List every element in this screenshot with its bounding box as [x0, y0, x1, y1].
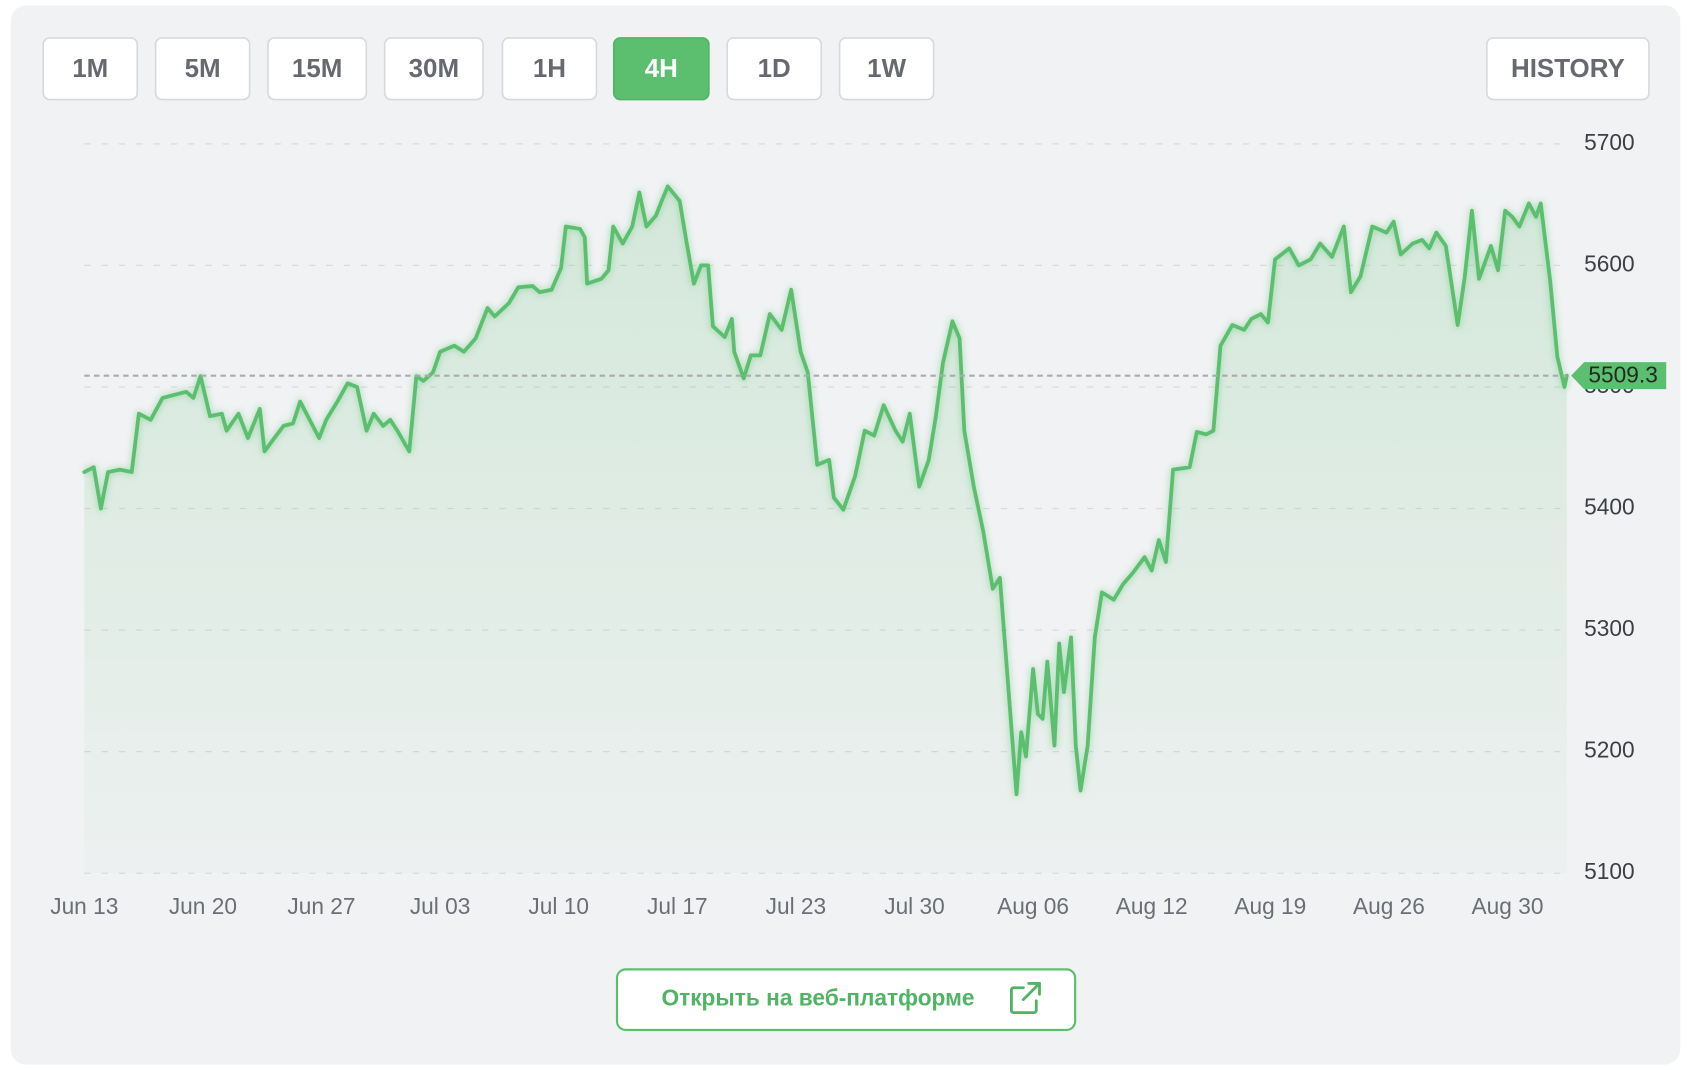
button-frame[interactable]	[154, 37, 251, 101]
x-tick-label: Jul 10	[528, 893, 589, 919]
button-label[interactable]: Открыть на веб-платформе	[661, 985, 974, 1011]
button-label[interactable]: 15M	[292, 55, 342, 83]
button-frame[interactable]	[42, 37, 139, 101]
price-line	[82, 184, 1569, 797]
button-frame[interactable]	[383, 37, 484, 101]
external-link-icon	[1010, 982, 1041, 1015]
timeframe-button[interactable]: 1W	[838, 37, 935, 101]
timeframe-button[interactable]: 4H	[612, 37, 710, 101]
y-tick-label: 5400	[1584, 494, 1634, 520]
button-label[interactable]: 1H	[533, 55, 566, 83]
x-tick-label: Jun 13	[50, 893, 118, 919]
x-tick-label: Aug 30	[1472, 893, 1544, 919]
timeframe-button[interactable]: 1H	[501, 37, 598, 101]
button-frame[interactable]	[267, 37, 368, 101]
x-tick-label: Aug 12	[1116, 893, 1188, 919]
history-button[interactable]: HISTORY	[1486, 37, 1650, 101]
button-frame[interactable]	[726, 37, 823, 101]
timeframe-button[interactable]: 30M	[383, 37, 484, 101]
y-tick-label: 5300	[1584, 615, 1634, 641]
timeframe-button[interactable]: 1M	[42, 37, 139, 101]
button-label[interactable]: HISTORY	[1511, 55, 1625, 83]
toolbar: 1M 5M 15M 30M 1H 4H 1D 1W HISTORY	[42, 37, 1650, 101]
area	[84, 186, 1567, 874]
x-tick-label: Aug 26	[1353, 893, 1425, 919]
button-label[interactable]: 4H	[645, 55, 678, 83]
timeframe-button[interactable]: 1D	[726, 37, 823, 101]
button-frame[interactable]	[612, 37, 710, 101]
x-tick-label: Aug 06	[997, 893, 1069, 919]
x-tick-label: Jun 20	[169, 893, 237, 919]
timeframe-button[interactable]: 15M	[267, 37, 368, 101]
open-platform-button[interactable]: Открыть на веб-платформе	[615, 968, 1077, 1031]
y-tick-label: 5600	[1584, 250, 1634, 276]
x-tick-label: Jul 17	[647, 893, 708, 919]
x-tick-label: Jun 27	[287, 893, 355, 919]
x-tick-label: Jul 30	[884, 893, 945, 919]
button-label[interactable]: 1D	[758, 55, 791, 83]
current-price-tag	[1571, 362, 1667, 390]
button-label[interactable]: 5M	[185, 55, 221, 83]
x-tick-label: Jul 23	[766, 893, 827, 919]
button-label[interactable]: 30M	[409, 55, 459, 83]
button-label[interactable]: 1M	[72, 55, 108, 83]
button-frame[interactable]	[615, 968, 1077, 1031]
button-frame[interactable]	[838, 37, 935, 101]
button-label[interactable]: 1W	[867, 55, 906, 83]
x-tick-label: Jul 03	[410, 893, 471, 919]
button-frame[interactable]	[501, 37, 598, 101]
timeframe-button[interactable]: 5M	[154, 37, 251, 101]
y-tick-label: 5100	[1584, 858, 1634, 884]
button-frame[interactable]	[1486, 37, 1650, 101]
x-tick-label: Aug 19	[1234, 893, 1306, 919]
current-price-label: 5509.3	[1588, 362, 1657, 388]
y-tick-label: 5200	[1584, 737, 1634, 763]
y-tick-label: 5700	[1584, 129, 1634, 155]
